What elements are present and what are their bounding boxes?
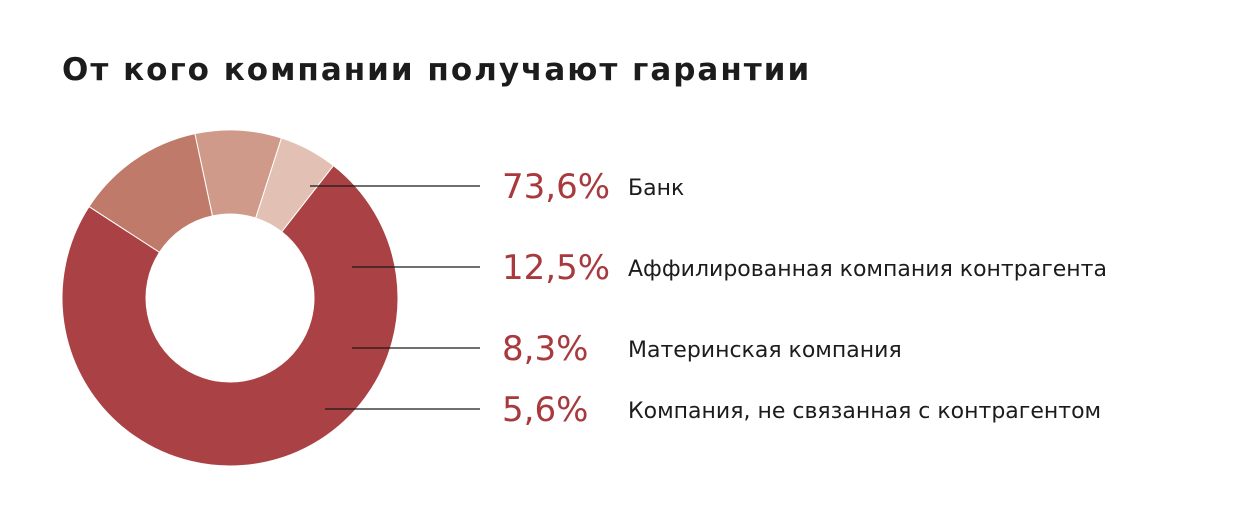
chart-title: От кого компании получают гарантии <box>62 52 812 88</box>
slice-value-label: 12,5% <box>502 248 610 288</box>
slice-category-label: Материнская компания <box>628 338 902 363</box>
slice-value-label: 8,3% <box>502 329 588 369</box>
slice-category-label: Банк <box>628 176 684 201</box>
donut-slice-1 <box>61 164 399 467</box>
slice-category-label: Компания, не связанная с контрагентом <box>628 399 1101 424</box>
slice-value-label: 5,6% <box>502 390 588 430</box>
slice-category-label: Аффилированная компания контрагента <box>628 257 1107 282</box>
donut-slice-4 <box>255 137 335 233</box>
slice-value-label: 73,6% <box>502 167 610 207</box>
leader-lines <box>310 185 480 410</box>
donut-slices <box>61 129 399 467</box>
slice-labels: 73,6% Банк 12,5% Аффилированная компания ко… <box>502 167 1107 430</box>
